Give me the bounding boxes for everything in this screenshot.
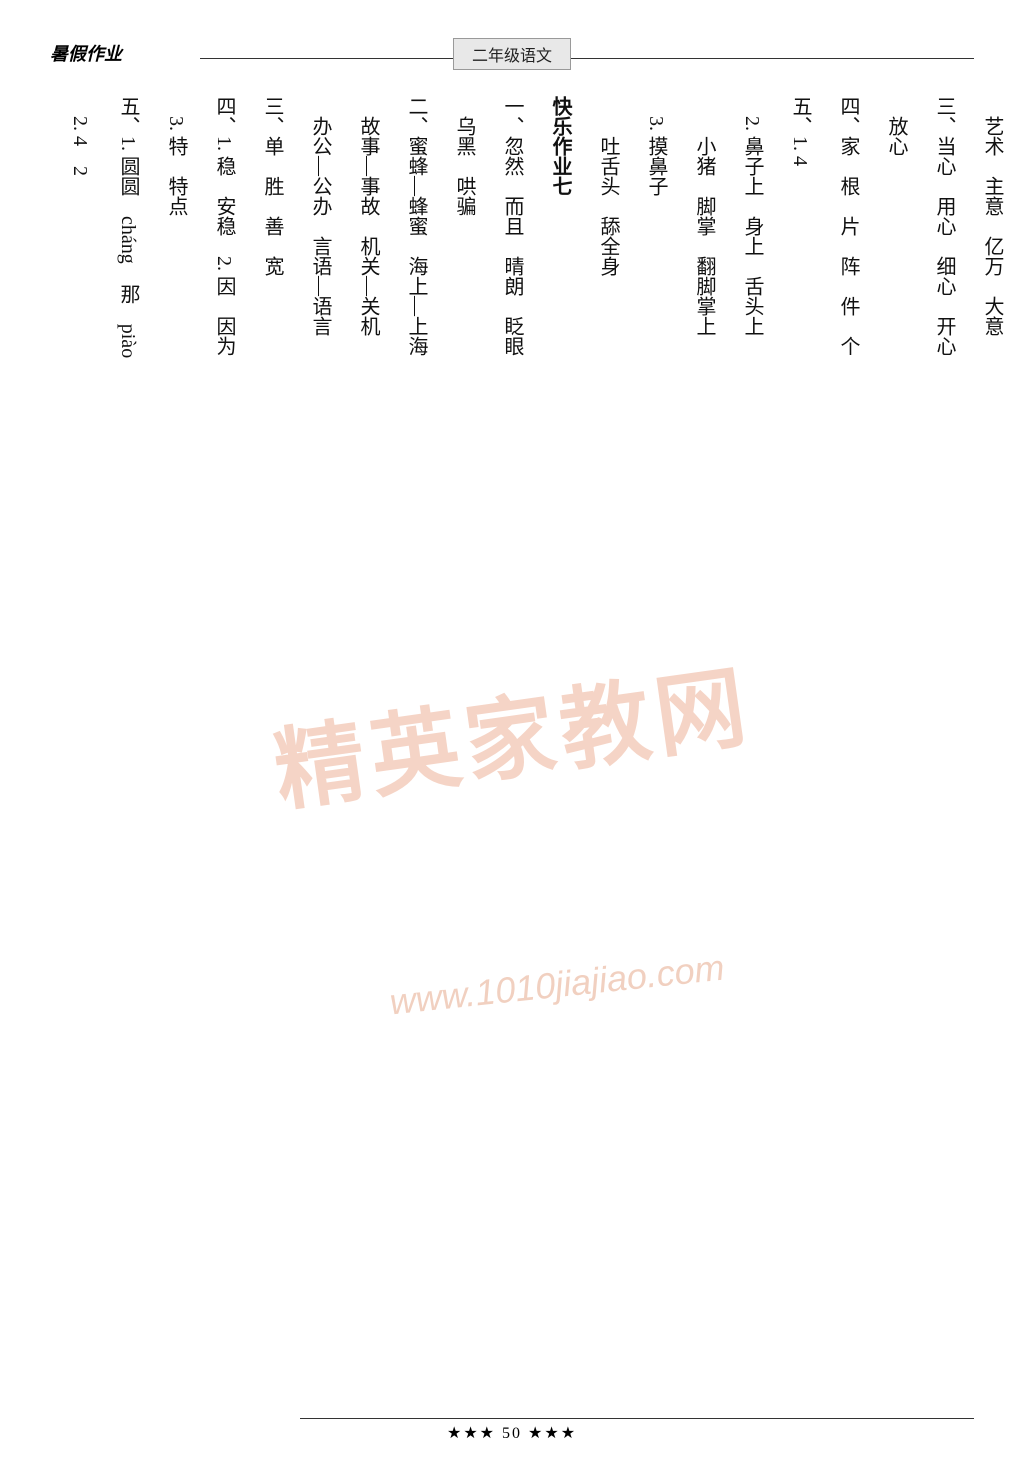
page-header: 暑假作业 二年级语文 [50, 30, 974, 80]
c1-l13: 一、忽然 而且 晴朗 眨眼 [490, 96, 534, 1400]
c1-l11: 吐舌头 舔全身 [586, 96, 630, 1400]
footer-page-number: ★★★ 50 ★★★ [0, 1423, 1024, 1443]
column-1: 快乐作业六 一、shèng hào 二、四季 计算 笔记 纪念 艺术 主意 亿万… [50, 88, 1024, 1408]
c1-l21: 五、1. 圆圆 cháng 那 piào [106, 96, 150, 1400]
header-center-badge: 二年级语文 [453, 38, 571, 70]
c1-l20: 3. 特 特点 [154, 96, 198, 1400]
c1-l3: 艺术 主意 亿万 大意 [970, 96, 1014, 1400]
page-root: 暑假作业 二年级语文 快乐作业六 一、shèng hào 二、四季 计算 笔记 … [0, 0, 1024, 1461]
c1-l14: 乌黑 哄骗 [442, 96, 486, 1400]
c1-l9: 小猪 脚掌 翻脚掌上 [682, 96, 726, 1400]
c1-l16: 故事—事故 机关—关机 [346, 96, 390, 1400]
header-left-title: 暑假作业 [50, 40, 122, 66]
c1-l12: 快乐作业七 [538, 96, 582, 1400]
header-rule [200, 58, 974, 59]
c1-l2: 二、四季 计算 笔记 纪念 [1018, 96, 1024, 1400]
c1-l17: 办公—公办 言语—语言 [298, 96, 342, 1400]
content-columns: 快乐作业六 一、shèng hào 二、四季 计算 笔记 纪念 艺术 主意 亿万… [50, 88, 974, 1408]
c1-l8: 2. 鼻子上 身上 舌头上 [730, 96, 774, 1400]
c1-l15: 二、蜜蜂—蜂蜜 海上—上海 [394, 96, 438, 1400]
c1-l4: 三、当心 用心 细心 开心 [922, 96, 966, 1400]
c1-l19: 四、1. 稳 安稳 2. 因 因为 [202, 96, 246, 1400]
c1-l18: 三、单 胜 善 宽 [250, 96, 294, 1400]
c1-l7: 五、1. 4 [778, 96, 822, 1400]
footer-rule [300, 1418, 974, 1419]
c1-l6: 四、家 根 片 阵 件 个 [826, 96, 870, 1400]
c1-l5: 放心 [874, 96, 918, 1400]
c1-l22: 2. 4 2 [58, 96, 102, 1400]
c1-l10: 3. 摸鼻子 [634, 96, 678, 1400]
